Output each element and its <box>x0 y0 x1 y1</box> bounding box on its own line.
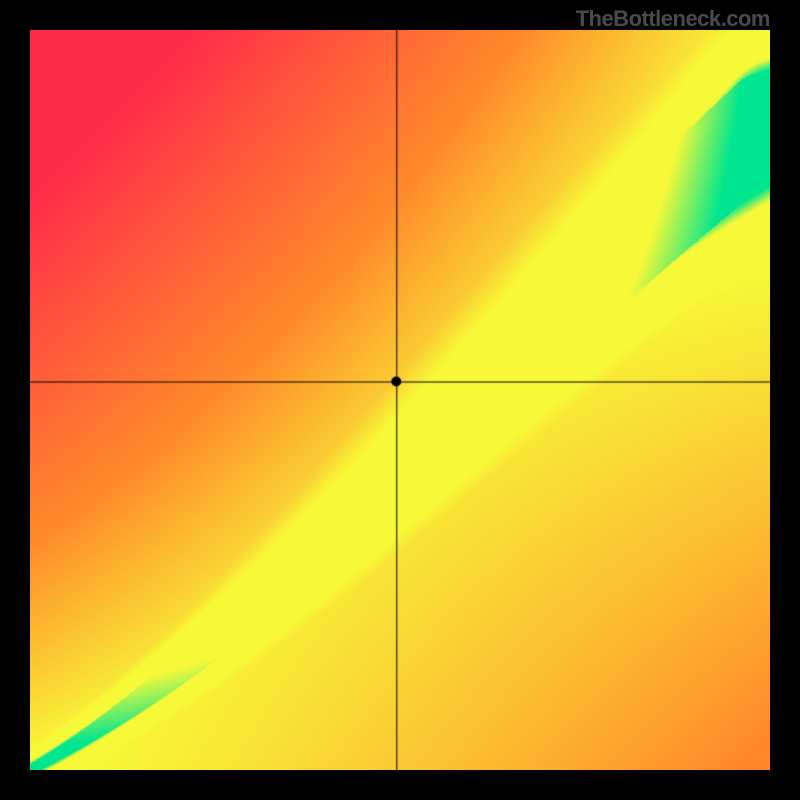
chart-container: TheBottleneck.com <box>0 0 800 800</box>
watermark-label: TheBottleneck.com <box>576 6 770 32</box>
bottleneck-heatmap <box>30 30 770 770</box>
